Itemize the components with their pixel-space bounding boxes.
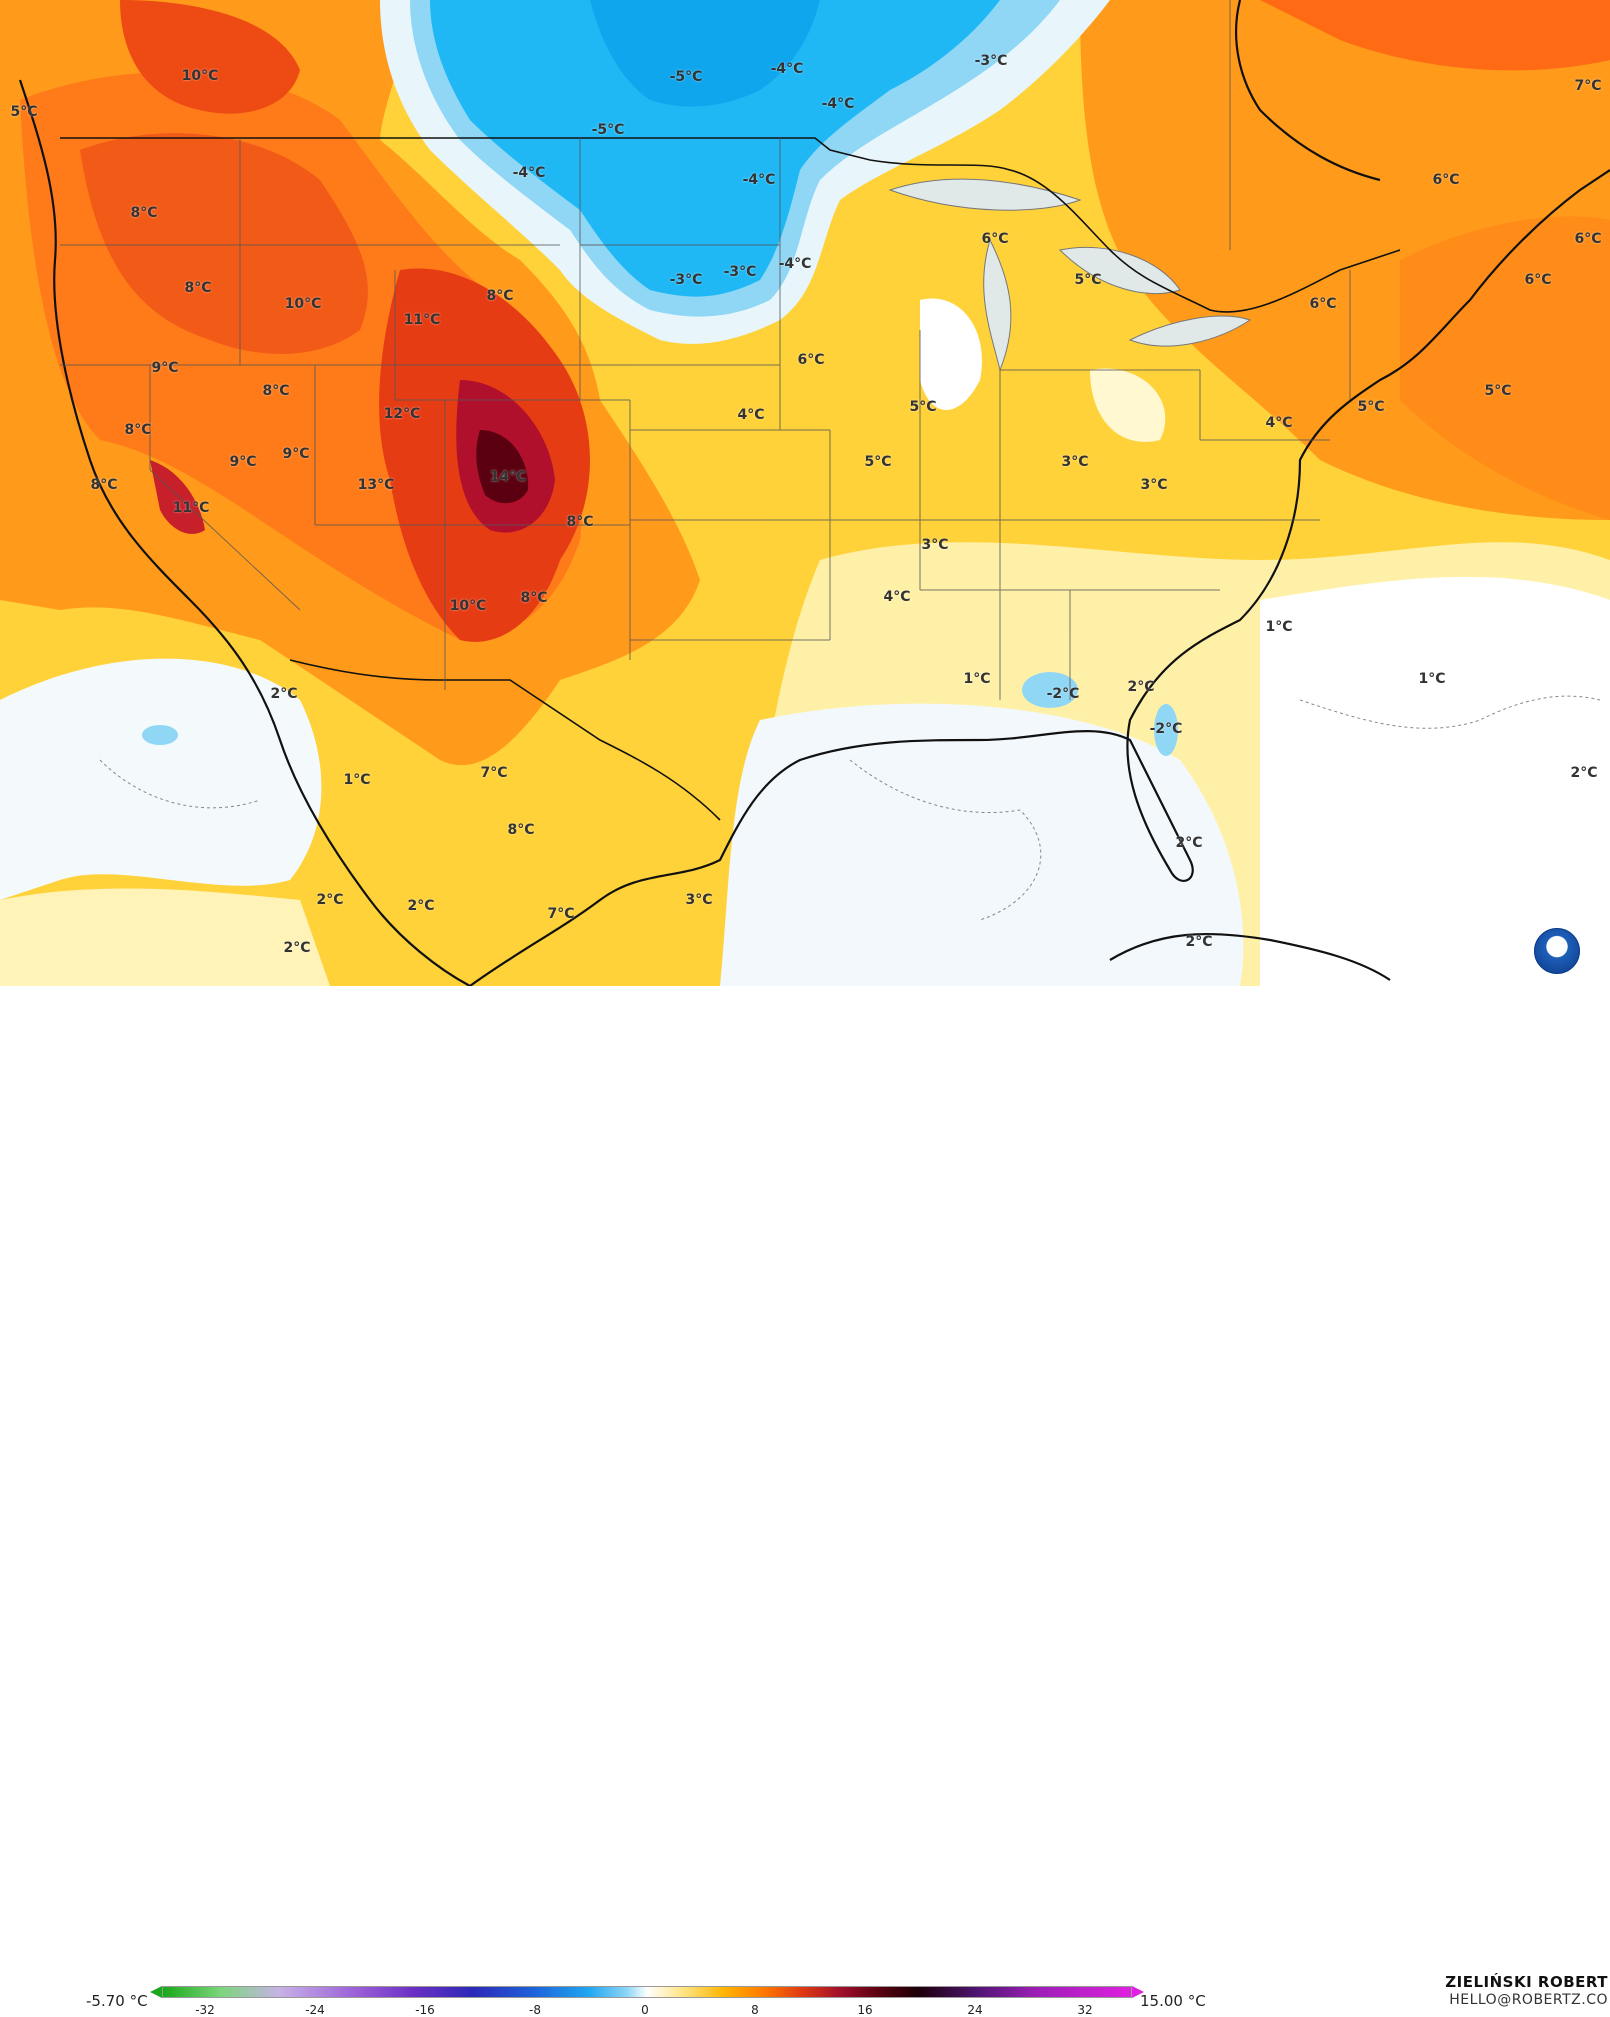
temperature-label: 8°C xyxy=(184,280,212,296)
temperature-label: 8°C xyxy=(262,383,290,399)
temperature-label: 6°C xyxy=(1432,172,1460,188)
temperature-label: 6°C xyxy=(1309,296,1337,312)
temperature-label: 2°C xyxy=(1185,934,1213,950)
temperature-label: 8°C xyxy=(486,288,514,304)
temperature-label: 3°C xyxy=(685,892,713,908)
temperature-label: 13°C xyxy=(357,477,395,493)
temperature-label: -4°C xyxy=(512,165,546,181)
temperature-label: 8°C xyxy=(520,590,548,606)
temperature-label: 9°C xyxy=(229,454,257,470)
temperature-label: -5°C xyxy=(669,69,703,85)
temperature-label: -3°C xyxy=(669,272,703,288)
temperature-label: 6°C xyxy=(1524,272,1552,288)
legend-min-value: -5.70 °C xyxy=(86,1992,148,2010)
temperature-label: 10°C xyxy=(284,296,322,312)
temperature-label: 6°C xyxy=(1574,231,1602,247)
temperature-label: 12°C xyxy=(383,406,421,422)
temperature-label: 2°C xyxy=(283,940,311,956)
temperature-label: -3°C xyxy=(974,53,1008,69)
temperature-label: 4°C xyxy=(883,589,911,605)
temperature-label: 2°C xyxy=(1175,835,1203,851)
footer-bar: -5.70 °C -32 -24 -16 -8 0 8 16 24 32 15.00 °C ZI… xyxy=(0,986,1610,2017)
colorbar-tick-label: -32 xyxy=(195,2003,215,2017)
temperature-label: -4°C xyxy=(770,61,804,77)
colorbar-tick-label: -8 xyxy=(529,2003,541,2017)
temperature-label: 5°C xyxy=(1484,383,1512,399)
temperature-label: 5°C xyxy=(864,454,892,470)
temperature-label: -2°C xyxy=(1046,686,1080,702)
colorbar-tick-label: -24 xyxy=(305,2003,325,2017)
temperature-label: 3°C xyxy=(921,537,949,553)
temperature-label: 3°C xyxy=(1140,477,1168,493)
colorbar-tick-label: 16 xyxy=(857,2003,873,2017)
temperature-label: 9°C xyxy=(151,360,179,376)
temperature-label: 8°C xyxy=(90,477,118,493)
temperature-label: 2°C xyxy=(1127,679,1155,695)
temperature-label: 1°C xyxy=(343,772,371,788)
temperature-label: 1°C xyxy=(963,671,991,687)
colorbar-tick-label: 32 xyxy=(1077,2003,1093,2017)
temperature-label: -4°C xyxy=(778,256,812,272)
colorbar-left-arrow-icon xyxy=(150,1986,162,1998)
temperature-label: -3°C xyxy=(723,264,757,280)
temperature-label: 2°C xyxy=(1570,765,1598,781)
temperature-label: 9°C xyxy=(282,446,310,462)
credit-name: ZIELIŃSKI ROBERT xyxy=(1445,1973,1608,1991)
temperature-label: 6°C xyxy=(797,352,825,368)
temperature-label: 4°C xyxy=(737,407,765,423)
temperature-label: 7°C xyxy=(480,765,508,781)
temperature-label: 11°C xyxy=(403,312,441,328)
temperature-label: -4°C xyxy=(821,96,855,112)
temperature-label: 5°C xyxy=(1357,399,1385,415)
temperature-label: 5°C xyxy=(1074,272,1102,288)
temperature-label: -4°C xyxy=(742,172,776,188)
temperature-label: 7°C xyxy=(1574,78,1602,94)
temperature-label: 6°C xyxy=(981,231,1009,247)
temperature-label: 8°C xyxy=(130,205,158,221)
colorbar xyxy=(162,1986,1132,1998)
colorbar-tick-label: 24 xyxy=(967,2003,983,2017)
temperature-map[interactable]: 10°C 5°C 8°C 8°C 10°C 11°C 8°C 9°C 8°C 12°C 8°C 9°C… xyxy=(0,0,1610,986)
temperature-label: 14°C xyxy=(489,469,527,485)
temperature-label: 1°C xyxy=(1265,619,1293,635)
temperature-label: 5°C xyxy=(909,399,937,415)
colorbar-tick-label: 8 xyxy=(751,2003,759,2017)
temperature-label: 10°C xyxy=(181,68,219,84)
map-fields xyxy=(0,0,1610,986)
credit-email[interactable]: HELLO@ROBERTZ.CO xyxy=(1449,1992,1608,2008)
temperature-label: 5°C xyxy=(10,104,38,120)
temperature-label: 3°C xyxy=(1061,454,1089,470)
temperature-label: 8°C xyxy=(507,822,535,838)
colorbar-tick-label: 0 xyxy=(641,2003,649,2017)
temperature-label: 7°C xyxy=(547,906,575,922)
temperature-label: 2°C xyxy=(316,892,344,908)
temperature-label: 10°C xyxy=(449,598,487,614)
temperature-label: 2°C xyxy=(407,898,435,914)
temperature-label: 2°C xyxy=(270,686,298,702)
legend-max-value: 15.00 °C xyxy=(1140,1992,1206,2010)
noaa-logo-icon xyxy=(1534,928,1580,974)
temperature-label: 1°C xyxy=(1418,671,1446,687)
temperature-label: 4°C xyxy=(1265,415,1293,431)
temperature-label: 8°C xyxy=(124,422,152,438)
colorbar-tick-label: -16 xyxy=(415,2003,435,2017)
temperature-label: 8°C xyxy=(566,514,594,530)
temperature-label: 11°C xyxy=(172,500,210,516)
temperature-label: -5°C xyxy=(591,122,625,138)
temperature-label: -2°C xyxy=(1149,721,1183,737)
